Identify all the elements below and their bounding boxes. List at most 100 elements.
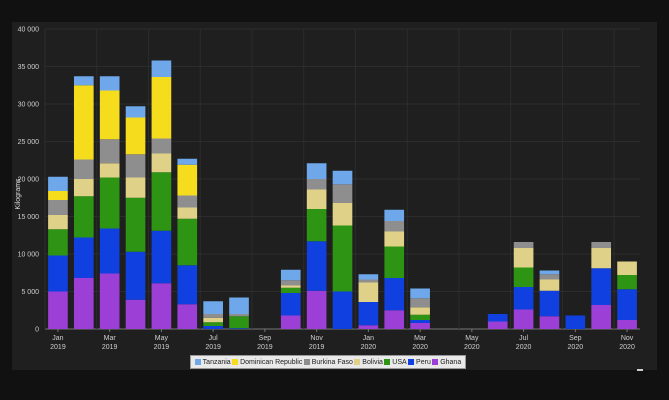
x-tick-month: Mar — [104, 335, 117, 342]
legend-item-burkina-faso[interactable]: Burkina Faso — [303, 359, 353, 366]
bar-segment-dominican-republic — [73, 85, 94, 160]
legend-item-ghana[interactable]: Ghana — [432, 359, 461, 366]
x-tick-year: 2019 — [205, 344, 221, 351]
x-tick-month: Mar — [414, 335, 427, 342]
bar-segment-peru — [73, 237, 94, 278]
bar-segment-ghana — [125, 299, 146, 329]
bar-segment-tanzania — [99, 76, 120, 91]
bar-segment-usa — [48, 229, 68, 256]
bar-segment-burkina-faso — [591, 242, 612, 248]
legend-item-bolivia[interactable]: Bolivia — [354, 359, 383, 366]
x-tick-year: 2020 — [464, 344, 480, 351]
bar-segment-peru — [229, 328, 249, 329]
bar-segment-usa — [332, 225, 353, 292]
bar-segment-ghana — [384, 310, 405, 329]
bar-segment-bolivia — [591, 248, 612, 269]
bar-segment-bolivia — [384, 231, 405, 247]
bar-segment-usa — [73, 196, 94, 238]
resize-handle[interactable] — [637, 369, 643, 371]
bar-segment-ghana — [358, 325, 379, 329]
x-tick-month: May — [155, 335, 169, 342]
bar-segment-ghana — [280, 315, 301, 329]
bar-segment-burkina-faso — [48, 200, 68, 215]
bar-segment-usa — [617, 275, 637, 290]
bar-segment-bolivia — [513, 248, 534, 268]
bar-segment-dominican-republic — [125, 117, 146, 155]
bar-segment-burkina-faso — [280, 280, 301, 286]
bar-segment-peru — [203, 326, 223, 329]
bar-segment-peru — [280, 293, 301, 316]
legend-swatch — [354, 359, 361, 365]
bar-segment-burkina-faso — [306, 179, 327, 190]
stacked-bar-chart: 0 5 000 10 000 15 000 20 000 25 000 30 000 35 0… — [15, 27, 640, 351]
bar-segment-bolivia — [332, 203, 353, 226]
bar-segment-tanzania — [125, 106, 146, 118]
bar-segment-peru — [332, 291, 353, 329]
bar-segment-bolivia — [306, 189, 327, 209]
y-tick-label: 5 000 — [21, 289, 39, 296]
bar-segment-ghana — [591, 305, 612, 329]
bar-segment-usa — [306, 209, 327, 242]
legend-item-peru[interactable]: Peru — [408, 359, 431, 366]
y-tick-label: 40 000 — [18, 27, 40, 34]
x-tick-month: Nov — [310, 335, 323, 342]
x-tick-year: 2019 — [154, 344, 170, 351]
bar-segment-usa — [229, 316, 249, 329]
bar-segment-tanzania — [384, 209, 405, 221]
legend-item-dominican-republic[interactable]: Dominican Republic — [232, 359, 302, 366]
bar-segment-peru — [617, 289, 637, 320]
x-tick-year: 2020 — [412, 344, 428, 351]
legend-item-usa[interactable]: USA — [384, 359, 407, 366]
bar-segment-bolivia — [99, 163, 120, 178]
bar-segment-tanzania — [73, 76, 94, 86]
bar-segment-tanzania — [151, 60, 172, 77]
bar-segment-peru — [513, 287, 534, 310]
bar-segment-bolivia — [177, 207, 198, 219]
bar-segment-ghana — [99, 273, 120, 329]
bar-segment-ghana — [617, 320, 637, 329]
bar-segment-burkina-faso — [410, 298, 430, 308]
y-axis-label: Kilograms — [15, 178, 22, 210]
chart-panel: 0 5 000 10 000 15 000 20 000 25 000 30 000 35 0… — [12, 22, 657, 370]
bar-segment-tanzania — [410, 288, 430, 299]
bar-segment-bolivia — [410, 307, 430, 315]
bar-segment-ghana — [151, 283, 172, 329]
bar-segment-ghana — [73, 278, 94, 329]
bar-segment-usa — [410, 314, 430, 320]
y-tick-label: 20 000 — [18, 177, 40, 184]
legend-label: Tanzania — [202, 358, 231, 366]
bar-segment-burkina-faso — [332, 184, 353, 203]
bar-segment-ghana — [487, 321, 508, 329]
x-axis: Jan 2019 Mar 2019 May 2019 Jul 2019 Sep 2019 Nov 20… — [50, 329, 635, 351]
bar-segment-peru — [99, 228, 120, 274]
bar-segment-burkina-faso — [203, 314, 223, 318]
bar-segment-dominican-republic — [99, 90, 120, 140]
bar-segment-burkina-faso — [125, 154, 146, 178]
x-tick-year: 2019 — [102, 344, 118, 351]
y-tick-label: 10 000 — [18, 252, 40, 259]
bar-segment-ghana — [177, 304, 198, 329]
bar-segment-ghana — [48, 291, 68, 329]
legend-swatch — [303, 359, 310, 365]
x-tick-year: 2019 — [257, 344, 273, 351]
bar-segment-tanzania — [48, 176, 68, 191]
bar-segment-tanzania — [332, 170, 353, 185]
bar-segment-tanzania — [177, 158, 198, 165]
x-tick-year: 2020 — [361, 344, 377, 351]
x-tick-year: 2020 — [619, 344, 635, 351]
bar-segment-burkina-faso — [358, 279, 379, 283]
bar-segment-peru — [358, 302, 379, 326]
bar-segment-bolivia — [125, 177, 146, 198]
bar-segment-burkina-faso — [99, 139, 120, 164]
y-tick-label: 25 000 — [18, 139, 40, 146]
bar-segment-usa — [203, 322, 223, 326]
x-tick-month: Jul — [209, 335, 218, 342]
bar-segment-usa — [384, 246, 405, 278]
legend-item-tanzania[interactable]: Tanzania — [194, 358, 231, 366]
legend-label: Bolivia — [362, 358, 383, 366]
legend-swatch — [432, 359, 439, 365]
x-tick-month: Sep — [569, 335, 582, 342]
y-tick-label: 0 — [35, 327, 39, 334]
bar-segment-bolivia — [617, 261, 637, 275]
bar-segment-bolivia — [203, 317, 223, 323]
